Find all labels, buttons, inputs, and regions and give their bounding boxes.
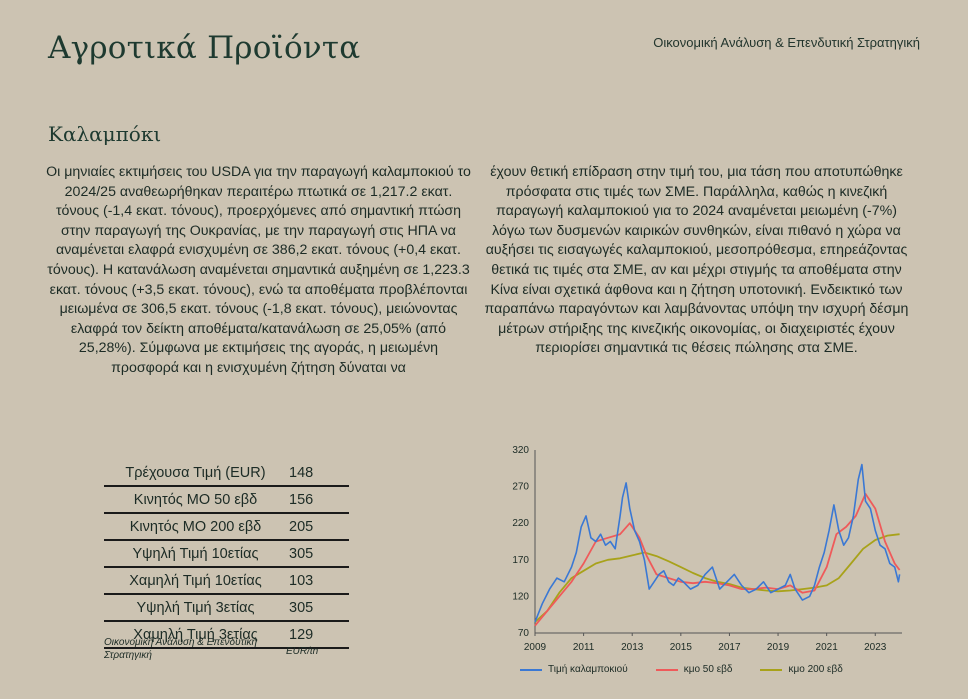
series-line-ma200 — [534, 533, 900, 623]
table-row: Υψηλή Τιμή 3ετίας 305 — [104, 594, 349, 622]
x-tick-label: 2017 — [718, 642, 741, 653]
table-row: Υψηλή Τιμή 10ετίας 305 — [104, 540, 349, 568]
series-line-price — [534, 463, 901, 623]
legend-label-price: Τιμή καλαμποκιού — [548, 664, 628, 675]
legend-item-ma200: κμο 200 εβδ — [760, 664, 843, 675]
x-tick-label: 2019 — [767, 642, 790, 653]
y-tick-label: 120 — [512, 591, 529, 602]
row-label: Τρέχουσα Τιμή (EUR) — [104, 460, 287, 487]
chart-legend: Τιμή καλαμποκιού κμο 50 εβδ κμο 200 εβδ — [520, 664, 843, 675]
table-unit: EUR/tn — [286, 646, 319, 657]
legend-item-price: Τιμή καλαμποκιού — [520, 664, 628, 675]
paragraph-left: Οι μηνιαίες εκτιμήσεις του USDA για την … — [46, 164, 471, 376]
x-tick-label: 2015 — [670, 642, 693, 653]
row-label: Χαμηλή Τιμή 10ετίας — [104, 567, 287, 595]
legend-swatch-price — [520, 668, 542, 671]
row-value: 305 — [287, 594, 349, 622]
row-label: Χαμηλή Τιμή 3ετίας — [104, 621, 287, 649]
row-value: 148 — [287, 460, 349, 487]
y-tick-label: 220 — [512, 518, 529, 529]
paragraph-right: έχουν θετική επίδραση στην τιμή του, μια… — [484, 164, 909, 357]
page-title: Αγροτικά Προϊόντα — [48, 30, 361, 66]
x-tick-label: 2009 — [524, 642, 547, 653]
table-row: Κινητός ΜΟ 200 εβδ 205 — [104, 513, 349, 541]
y-tick-label: 70 — [518, 628, 530, 639]
x-tick-label: 2011 — [573, 642, 595, 653]
row-label: Υψηλή Τιμή 3ετίας — [104, 594, 287, 622]
stats-table: Τρέχουσα Τιμή (EUR) 148 Κινητός ΜΟ 50 εβ… — [104, 460, 349, 649]
table-row: Χαμηλή Τιμή 10ετίας 103 — [104, 567, 349, 595]
row-value: 156 — [287, 486, 349, 514]
legend-label-ma50: κμο 50 εβδ — [683, 664, 733, 675]
row-label: Υψηλή Τιμή 10ετίας — [104, 540, 287, 568]
legend-label-ma200: κμο 200 εβδ — [788, 664, 843, 675]
x-tick-label: 2013 — [621, 642, 644, 653]
table-row: Χαμηλή Τιμή 3ετίας 129 — [104, 621, 349, 649]
legend-item-ma50: κμο 50 εβδ — [655, 664, 733, 675]
x-tick-label: 2023 — [864, 642, 887, 653]
row-value: 305 — [287, 540, 349, 568]
legend-swatch-ma50 — [655, 668, 678, 671]
row-value: 205 — [287, 513, 349, 541]
page-subtitle: Οικονομική Ανάλυση & Επενδυτική Στρατηγι… — [653, 35, 920, 50]
y-tick-label: 320 — [512, 445, 529, 456]
series-line-ma50 — [534, 493, 901, 627]
legend-swatch-ma200 — [760, 668, 783, 671]
y-tick-label: 170 — [512, 555, 529, 566]
table-row: Τρέχουσα Τιμή (EUR) 148 — [104, 460, 349, 487]
table-row: Κινητός ΜΟ 50 εβδ 156 — [104, 486, 349, 514]
row-value: 129 — [287, 621, 349, 649]
x-tick-label: 2021 — [816, 642, 839, 653]
table-source: Οικονομική Ανάλυση & Επενδυτική Στρατηγι… — [104, 637, 258, 661]
row-value: 103 — [287, 567, 349, 595]
row-label: Κινητός ΜΟ 200 εβδ — [104, 513, 287, 541]
corn-price-chart: 70 120 170 220 270 320 2009 2011 2013 2015 2017 201… — [512, 445, 902, 653]
y-tick-label: 270 — [512, 482, 529, 493]
section-title: Καλαμπόκι — [48, 122, 162, 146]
row-label: Κινητός ΜΟ 50 εβδ — [104, 486, 287, 514]
